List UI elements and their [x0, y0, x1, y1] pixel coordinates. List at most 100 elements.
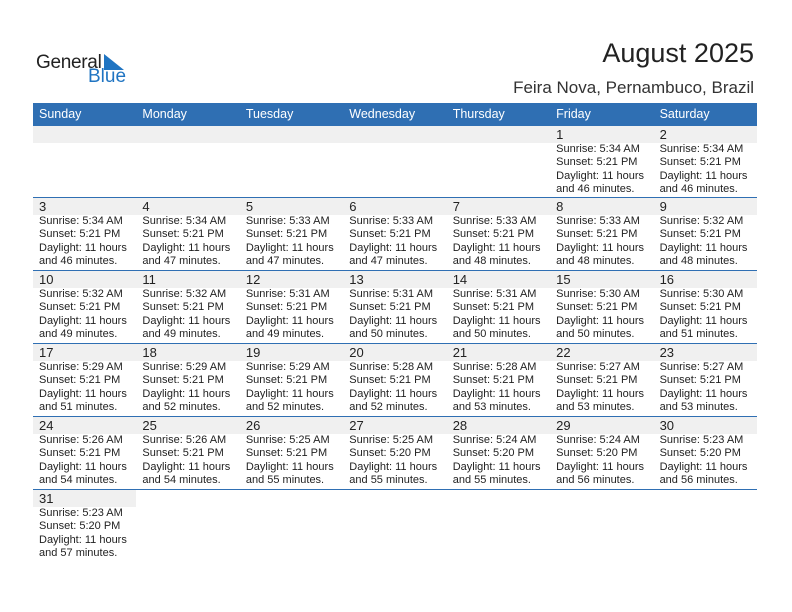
day-cell: 1 Sunrise: 5:34 AM Sunset: 5:21 PM Daylight…	[550, 126, 654, 197]
sunset-text: Sunset: 5:21 PM	[142, 374, 224, 387]
day-number: 9	[653, 198, 757, 215]
daylight-text: Daylight: 11 hours	[39, 387, 127, 400]
day-number: 23	[653, 344, 757, 361]
location-subtitle: Feira Nova, Pernambuco, Brazil	[513, 78, 754, 97]
day-cell: 9 Sunrise: 5:32 AM Sunset: 5:21 PM Daylight…	[653, 198, 757, 270]
day-cell: 23 Sunrise: 5:27 AM Sunset: 5:21 PM Dayligh…	[653, 344, 757, 416]
empty-date-band	[239, 126, 344, 143]
day-cell: 10 Sunrise: 5:32 AM Sunset: 5:21 PM Dayligh…	[33, 271, 137, 343]
day-number: 6	[343, 198, 447, 215]
day-cell: 16 Sunrise: 5:30 AM Sunset: 5:21 PM Dayligh…	[653, 271, 757, 343]
day-cell: 13 Sunrise: 5:31 AM Sunset: 5:21 PM Dayligh…	[343, 271, 447, 343]
minutes-text: and 46 minutes.	[39, 255, 118, 268]
day-number: 2	[653, 126, 757, 143]
sunset-text: Sunset: 5:21 PM	[452, 301, 535, 314]
minutes-text: and 52 minutes.	[142, 401, 221, 414]
minutes-text: and 55 minutes.	[245, 474, 325, 487]
minutes-text: and 53 minutes.	[556, 401, 635, 414]
day-cell: 7 Sunrise: 5:33 AM Sunset: 5:21 PM Daylight…	[446, 198, 551, 270]
daylight-text: Daylight: 11 hours	[452, 387, 541, 400]
day-cell: 4 Sunrise: 5:34 AM Sunset: 5:21 PM Daylight…	[136, 198, 240, 270]
day-cell: 25 Sunrise: 5:26 AM Sunset: 5:21 PM Dayligh…	[136, 417, 240, 489]
minutes-text: and 46 minutes.	[556, 183, 635, 196]
daylight-text: Daylight: 11 hours	[659, 387, 748, 400]
daylight-text: Daylight: 11 hours	[556, 169, 644, 182]
day-cell: 27 Sunrise: 5:25 AM Sunset: 5:20 PM Dayligh…	[343, 417, 447, 489]
sunset-text: Sunset: 5:21 PM	[556, 301, 638, 314]
logo-text-blue: Blue	[88, 66, 127, 87]
daylight-text: Daylight: 11 hours	[556, 314, 644, 327]
sunrise-text: Sunrise: 5:32 AM	[39, 288, 123, 300]
sunrise-text: Sunrise: 5:29 AM	[245, 361, 330, 373]
empty-day-cell	[239, 126, 344, 197]
daylight-text: Daylight: 11 hours	[556, 387, 644, 400]
sunrise-text: Sunrise: 5:33 AM	[349, 215, 434, 227]
sunset-text: Sunset: 5:21 PM	[659, 156, 741, 169]
empty-date-band	[136, 126, 240, 143]
sunrise-text: Sunrise: 5:27 AM	[556, 361, 640, 373]
sunrise-text: Sunrise: 5:23 AM	[659, 434, 744, 446]
sunrise-text: Sunrise: 5:31 AM	[349, 288, 434, 300]
week-row: 31 Sunrise: 5:23 AM Sunset: 5:20 PM Dayligh…	[33, 490, 757, 562]
sunset-text: Sunset: 5:21 PM	[39, 447, 121, 460]
minutes-text: and 49 minutes.	[39, 328, 118, 341]
sunset-text: Sunset: 5:21 PM	[245, 301, 328, 314]
week-row: 10 Sunrise: 5:32 AM Sunset: 5:21 PM Dayligh…	[33, 271, 757, 344]
daylight-text: Daylight: 11 hours	[452, 241, 541, 254]
logo-triangle-icon	[104, 54, 124, 70]
minutes-text: and 47 minutes.	[349, 255, 428, 268]
minutes-text: and 47 minutes.	[245, 255, 325, 268]
weekday-header-row: Sunday Monday Tuesday Wednesday Thursday Frid…	[33, 103, 757, 126]
sunrise-text: Sunrise: 5:25 AM	[349, 434, 434, 446]
sunrise-text: Sunrise: 5:26 AM	[39, 434, 123, 446]
daylight-text: Daylight: 11 hours	[245, 460, 334, 473]
minutes-text: and 48 minutes.	[452, 255, 531, 268]
week-row: 3 Sunrise: 5:34 AM Sunset: 5:21 PM Daylight…	[33, 198, 757, 271]
sunset-text: Sunset: 5:21 PM	[39, 301, 121, 314]
minutes-text: and 56 minutes.	[659, 474, 738, 487]
day-number: 30	[653, 417, 757, 434]
sunset-text: Sunset: 5:21 PM	[245, 228, 328, 241]
sunrise-text: Sunrise: 5:29 AM	[142, 361, 227, 373]
empty-day-cell	[33, 126, 137, 197]
day-cell: 30 Sunrise: 5:23 AM Sunset: 5:20 PM Dayligh…	[653, 417, 757, 489]
day-cell: 6 Sunrise: 5:33 AM Sunset: 5:21 PM Daylight…	[343, 198, 447, 270]
minutes-text: and 50 minutes.	[452, 328, 531, 341]
day-number: 13	[343, 271, 447, 288]
empty-day-cell	[136, 490, 239, 562]
sunset-text: Sunset: 5:20 PM	[39, 520, 121, 533]
minutes-text: and 53 minutes.	[659, 401, 738, 414]
sunset-text: Sunset: 5:21 PM	[452, 374, 535, 387]
sunrise-text: Sunrise: 5:24 AM	[452, 434, 537, 446]
sunset-text: Sunset: 5:21 PM	[142, 301, 224, 314]
sunset-text: Sunset: 5:20 PM	[659, 447, 741, 460]
day-cell: 2 Sunrise: 5:34 AM Sunset: 5:21 PM Daylight…	[653, 126, 757, 197]
minutes-text: and 54 minutes.	[39, 474, 118, 487]
weekday-header-friday: Friday	[556, 107, 591, 121]
sunrise-text: Sunrise: 5:23 AM	[39, 507, 123, 519]
daylight-text: Daylight: 11 hours	[245, 387, 334, 400]
weekday-header-sunday: Sunday	[39, 107, 82, 121]
day-cell: 29 Sunrise: 5:24 AM Sunset: 5:20 PM Dayligh…	[550, 417, 654, 489]
minutes-text: and 55 minutes.	[349, 474, 428, 487]
day-number: 17	[33, 344, 137, 361]
daylight-text: Daylight: 11 hours	[39, 314, 127, 327]
minutes-text: and 54 minutes.	[142, 474, 221, 487]
sunset-text: Sunset: 5:21 PM	[349, 374, 431, 387]
empty-day-cell	[654, 490, 757, 562]
daylight-text: Daylight: 11 hours	[245, 241, 334, 254]
day-number: 21	[446, 344, 551, 361]
sunrise-text: Sunrise: 5:24 AM	[556, 434, 640, 446]
calendar-weeks: 1 Sunrise: 5:34 AM Sunset: 5:21 PM Daylight…	[33, 126, 757, 562]
minutes-text: and 50 minutes.	[556, 328, 635, 341]
weekday-header-wednesday: Wednesday	[349, 107, 416, 121]
empty-day-cell	[550, 490, 653, 562]
minutes-text: and 55 minutes.	[452, 474, 531, 487]
daylight-text: Daylight: 11 hours	[659, 314, 748, 327]
minutes-text: and 49 minutes.	[245, 328, 325, 341]
minutes-text: and 49 minutes.	[142, 328, 221, 341]
daylight-text: Daylight: 11 hours	[142, 314, 231, 327]
minutes-text: and 51 minutes.	[659, 328, 738, 341]
sunset-text: Sunset: 5:21 PM	[142, 447, 224, 460]
day-cell: 19 Sunrise: 5:29 AM Sunset: 5:21 PM Dayligh…	[239, 344, 344, 416]
